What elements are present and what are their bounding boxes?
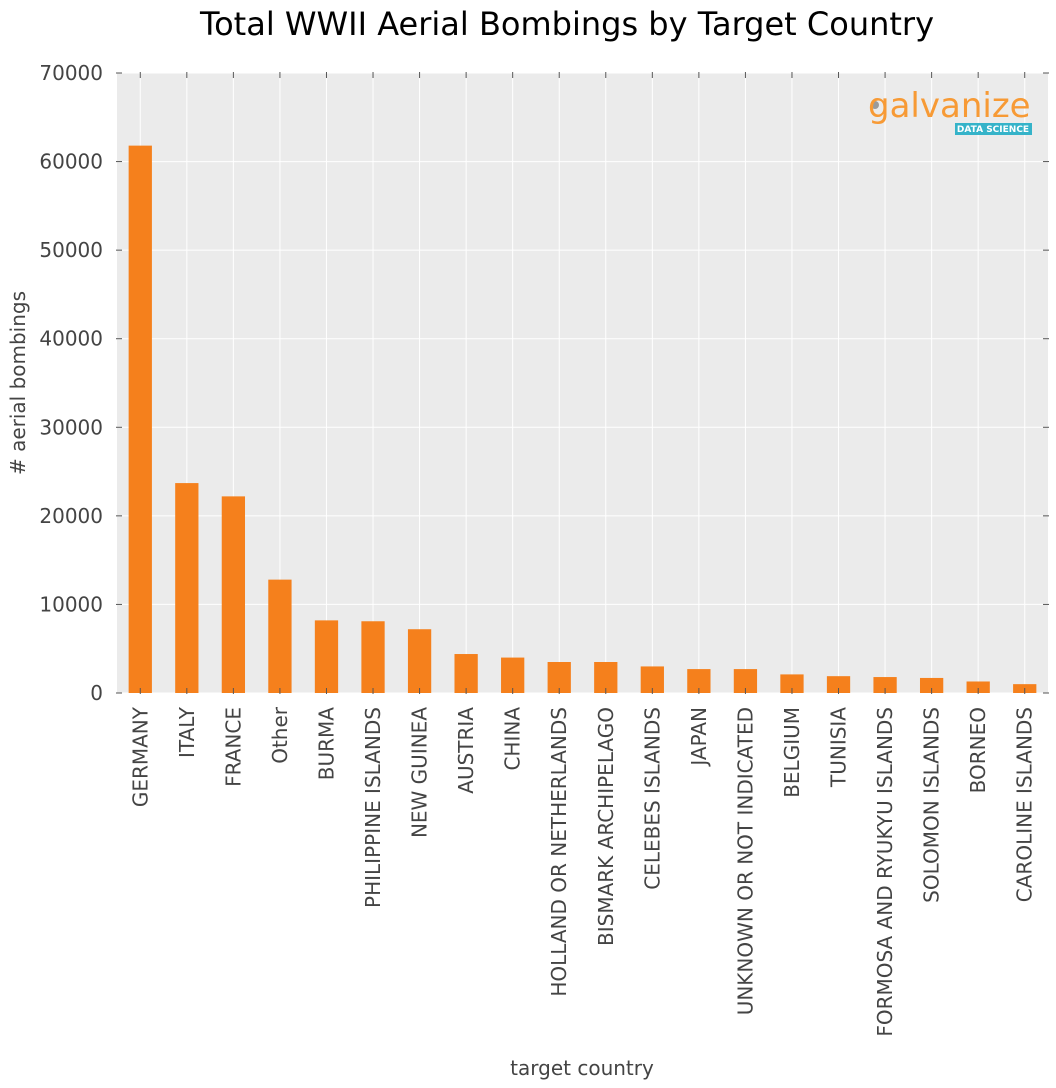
x-tick-label: CAROLINE ISLANDS (1013, 707, 1037, 902)
x-tick-label: BORNEO (966, 707, 990, 793)
y-tick-label: 50000 (39, 238, 103, 262)
x-tick-label: CELEBES ISLANDS (640, 707, 664, 890)
y-tick-label: 30000 (39, 415, 103, 439)
bar (361, 621, 385, 693)
x-tick-label: FRANCE (221, 707, 245, 787)
axis-ticks (116, 72, 1049, 694)
logo-subtitle: DATA SCIENCE (957, 125, 1029, 135)
bar (640, 666, 664, 693)
x-tick-label: BELGIUM (780, 707, 804, 798)
bar (175, 483, 199, 693)
bar (407, 629, 432, 693)
logo-wordmark: galvanize (868, 86, 1031, 126)
x-tick-label: BURMA (314, 707, 338, 781)
y-tick-labels: 0 10000 20000 30000 40000 50000 60000 70000 (39, 61, 103, 705)
bar (128, 145, 152, 694)
chart-title: Total WWII Aerial Bombings by Target Cou… (199, 5, 934, 43)
x-tick-label: ITALY (175, 706, 199, 758)
x-tick-label: TUNISIA (827, 707, 851, 788)
x-tick-label: AUSTRIA (454, 707, 478, 794)
bar (780, 674, 804, 693)
bar (454, 654, 478, 693)
x-tick-label: CHINA (501, 707, 525, 771)
y-tick-label: 70000 (39, 61, 103, 85)
x-tick-label: BISMARK ARCHIPELAGO (594, 707, 618, 946)
x-tick-labels: GERMANY ITALY FRANCE Other BURMA PHILIPPINE I… (128, 706, 1036, 1036)
x-tick-label: Other (268, 706, 292, 764)
y-tick-label: 10000 (39, 592, 103, 616)
x-axis-label: target country (510, 1056, 654, 1080)
y-tick-label: 60000 (39, 150, 103, 174)
x-tick-label: UNKNOWN OR NOT INDICATED (733, 707, 757, 1015)
x-tick-label: JAPAN (687, 707, 711, 768)
x-tick-label: HOLLAND OR NETHERLANDS (547, 707, 571, 997)
x-tick-label: GERMANY (128, 706, 152, 807)
x-tick-label: NEW GUINEA (408, 707, 432, 838)
bar (594, 662, 618, 693)
bar (268, 579, 292, 693)
bars (128, 145, 1037, 694)
bar (314, 620, 339, 693)
logo-dot-icon (871, 101, 879, 109)
bar (873, 677, 897, 693)
x-tick-label: SOLOMON ISLANDS (920, 707, 944, 903)
plot-area (117, 73, 1048, 693)
bar (501, 657, 525, 693)
y-tick-label: 40000 (39, 327, 103, 351)
bar (919, 677, 944, 693)
bar (966, 681, 990, 693)
y-axis-label: # aerial bombings (6, 291, 30, 475)
x-tick-label: FORMOSA AND RYUKYU ISLANDS (873, 707, 897, 1037)
bar (547, 662, 571, 693)
bar (687, 669, 711, 693)
y-tick-label: 0 (90, 681, 103, 705)
bar (733, 669, 758, 693)
bar (826, 676, 851, 693)
y-tick-label: 20000 (39, 504, 103, 528)
galvanize-logo: galvanize DATA SCIENCE (868, 86, 1032, 135)
x-tick-label: PHILIPPINE ISLANDS (361, 707, 385, 908)
logo-badge (955, 123, 1032, 135)
bar (221, 496, 246, 693)
gridlines (117, 72, 1048, 694)
